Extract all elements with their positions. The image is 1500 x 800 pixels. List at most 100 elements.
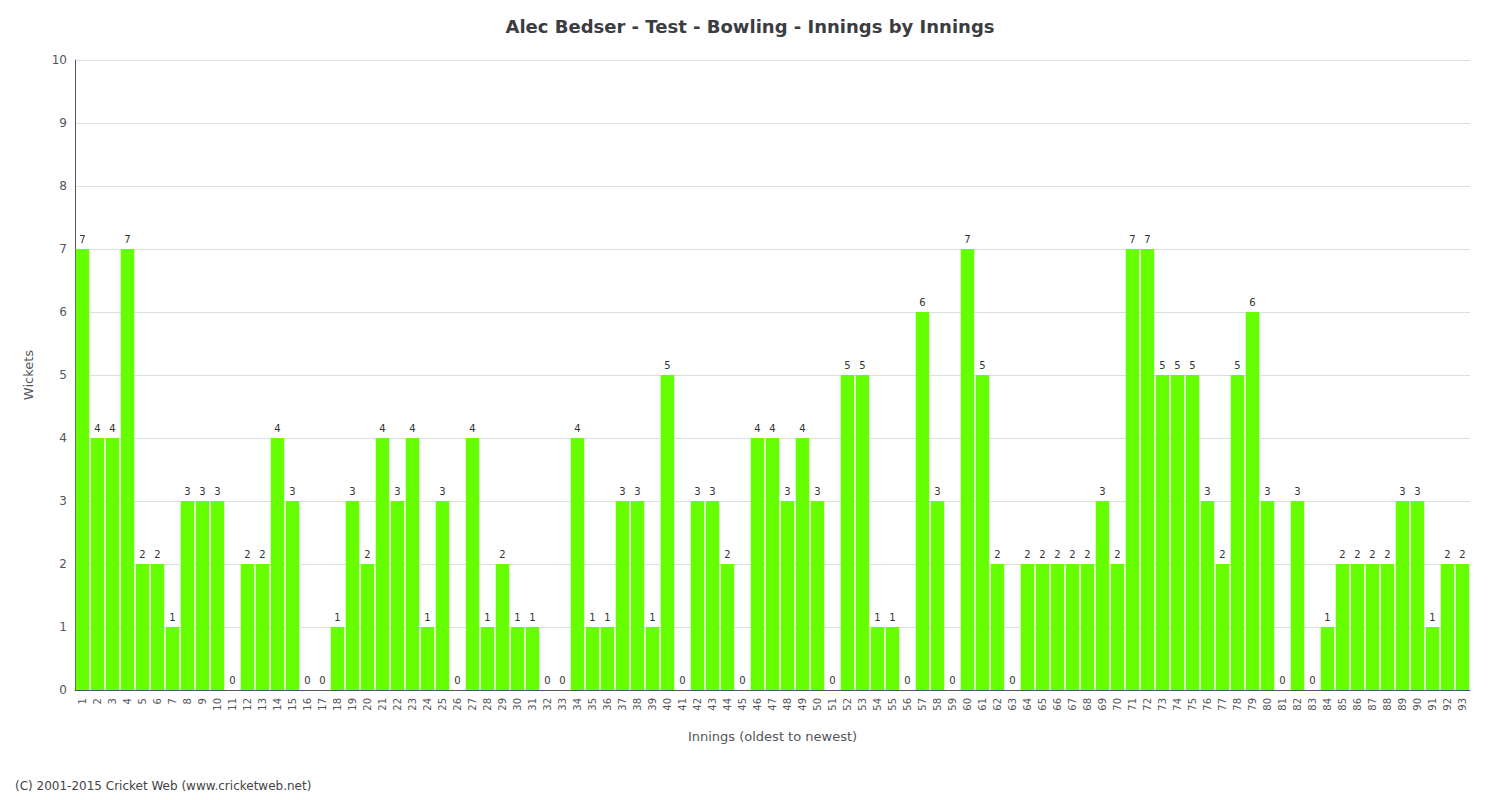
svg-text:86: 86	[1352, 698, 1363, 711]
svg-text:3: 3	[709, 486, 715, 497]
svg-text:1: 1	[424, 612, 430, 623]
svg-text:6: 6	[919, 297, 925, 308]
svg-text:15: 15	[287, 698, 298, 711]
svg-text:5: 5	[1174, 360, 1180, 371]
svg-text:2: 2	[1069, 549, 1075, 560]
svg-text:93: 93	[1457, 698, 1468, 711]
svg-text:2: 2	[1084, 549, 1090, 560]
svg-text:65: 65	[1037, 698, 1048, 711]
svg-text:59: 59	[947, 698, 958, 711]
svg-text:21: 21	[377, 698, 388, 711]
svg-text:2: 2	[1039, 549, 1045, 560]
svg-text:70: 70	[1112, 698, 1123, 711]
svg-text:75: 75	[1187, 698, 1198, 711]
svg-text:28: 28	[482, 698, 493, 711]
svg-text:5: 5	[59, 368, 67, 382]
svg-text:4: 4	[274, 423, 280, 434]
svg-text:7: 7	[167, 698, 178, 704]
svg-text:5: 5	[1189, 360, 1195, 371]
svg-text:1: 1	[334, 612, 340, 623]
svg-text:0: 0	[829, 675, 835, 686]
svg-text:17: 17	[317, 698, 328, 711]
svg-text:1: 1	[59, 620, 67, 634]
svg-text:4: 4	[409, 423, 415, 434]
svg-text:56: 56	[902, 698, 913, 711]
svg-text:1: 1	[77, 698, 88, 704]
svg-text:13: 13	[257, 698, 268, 711]
svg-text:12: 12	[242, 698, 253, 711]
svg-text:84: 84	[1322, 698, 1333, 711]
svg-text:3: 3	[634, 486, 640, 497]
svg-text:2: 2	[1459, 549, 1465, 560]
svg-text:48: 48	[782, 698, 793, 711]
svg-text:77: 77	[1217, 698, 1228, 711]
svg-text:69: 69	[1097, 698, 1108, 711]
svg-text:4: 4	[109, 423, 115, 434]
svg-text:25: 25	[437, 698, 448, 711]
svg-text:19: 19	[347, 698, 358, 711]
svg-text:40: 40	[662, 698, 673, 711]
svg-text:Wickets: Wickets	[21, 350, 36, 400]
svg-text:3: 3	[59, 494, 67, 508]
svg-text:62: 62	[992, 698, 1003, 711]
svg-text:0: 0	[319, 675, 325, 686]
svg-text:4: 4	[769, 423, 775, 434]
svg-text:53: 53	[857, 698, 868, 711]
svg-text:0: 0	[544, 675, 550, 686]
svg-text:2: 2	[499, 549, 505, 560]
svg-text:3: 3	[1204, 486, 1210, 497]
svg-text:61: 61	[977, 698, 988, 711]
svg-text:91: 91	[1427, 698, 1438, 711]
svg-text:38: 38	[632, 698, 643, 711]
svg-text:4: 4	[122, 698, 133, 704]
svg-text:55: 55	[887, 698, 898, 711]
svg-text:26: 26	[452, 698, 463, 711]
svg-text:33: 33	[557, 698, 568, 711]
svg-text:3: 3	[934, 486, 940, 497]
svg-text:3: 3	[1414, 486, 1420, 497]
svg-text:54: 54	[872, 698, 883, 711]
svg-text:3: 3	[439, 486, 445, 497]
svg-text:20: 20	[362, 698, 373, 711]
svg-text:44: 44	[722, 698, 733, 711]
svg-text:31: 31	[527, 698, 538, 711]
svg-text:0: 0	[304, 675, 310, 686]
svg-text:50: 50	[812, 698, 823, 711]
svg-text:4: 4	[799, 423, 805, 434]
svg-text:2: 2	[1054, 549, 1060, 560]
svg-text:30: 30	[512, 698, 523, 711]
svg-text:0: 0	[454, 675, 460, 686]
svg-text:3: 3	[199, 486, 205, 497]
svg-text:2: 2	[724, 549, 730, 560]
svg-text:0: 0	[229, 675, 235, 686]
svg-text:0: 0	[59, 683, 67, 697]
svg-text:6: 6	[1249, 297, 1255, 308]
svg-text:2: 2	[1354, 549, 1360, 560]
svg-text:0: 0	[1279, 675, 1285, 686]
svg-text:0: 0	[904, 675, 910, 686]
svg-text:72: 72	[1142, 698, 1153, 711]
svg-text:2: 2	[92, 698, 103, 704]
svg-text:4: 4	[94, 423, 100, 434]
svg-text:5: 5	[664, 360, 670, 371]
svg-text:2: 2	[1339, 549, 1345, 560]
svg-text:4: 4	[379, 423, 385, 434]
svg-text:87: 87	[1367, 698, 1378, 711]
svg-text:22: 22	[392, 698, 403, 711]
svg-text:43: 43	[707, 698, 718, 711]
svg-text:16: 16	[302, 698, 313, 711]
svg-text:5: 5	[979, 360, 985, 371]
svg-text:39: 39	[647, 698, 658, 711]
svg-text:8: 8	[59, 179, 67, 193]
svg-text:2: 2	[1024, 549, 1030, 560]
svg-text:45: 45	[737, 698, 748, 711]
svg-text:3: 3	[214, 486, 220, 497]
svg-text:7: 7	[79, 234, 85, 245]
svg-text:9: 9	[197, 698, 208, 704]
svg-text:90: 90	[1412, 698, 1423, 711]
svg-text:66: 66	[1052, 698, 1063, 711]
svg-text:76: 76	[1202, 698, 1213, 711]
svg-text:18: 18	[332, 698, 343, 711]
svg-text:0: 0	[1009, 675, 1015, 686]
svg-text:0: 0	[739, 675, 745, 686]
